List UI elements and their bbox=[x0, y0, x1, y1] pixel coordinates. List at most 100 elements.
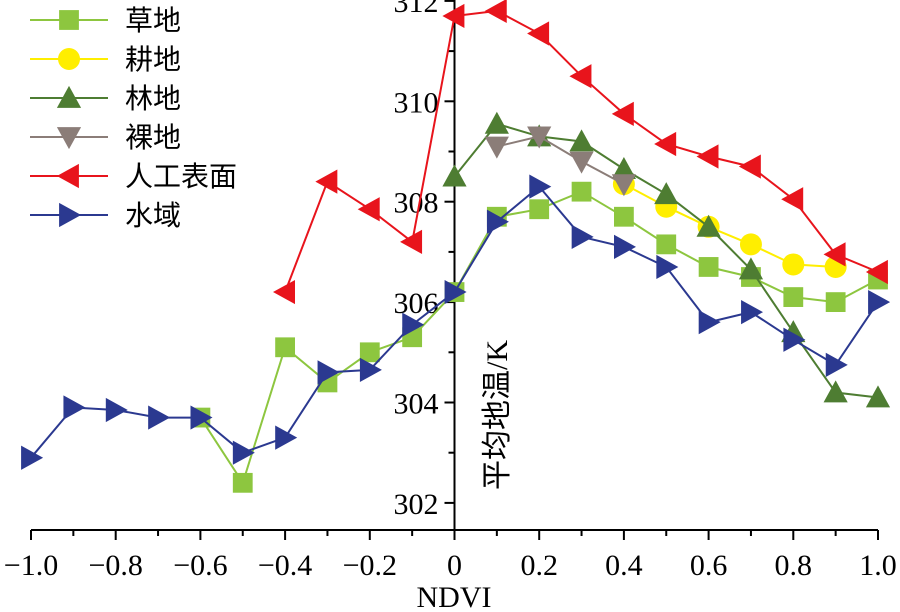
legend-marker bbox=[59, 10, 79, 30]
data-point bbox=[402, 312, 425, 337]
data-point bbox=[63, 395, 86, 420]
data-point bbox=[738, 257, 764, 280]
data-point bbox=[696, 144, 719, 169]
axes: −1.0 −0.8 −0.6 −0.4 −0.2 0 0.2 0.4 0.6 0.8 1.0 302 3… bbox=[4, 0, 897, 582]
y-tick-label: 302 bbox=[394, 488, 439, 521]
data-point bbox=[442, 164, 467, 187]
y-tick-label: 310 bbox=[394, 86, 439, 119]
x-tick-label: 0.4 bbox=[605, 549, 643, 582]
data-point bbox=[654, 182, 679, 205]
data-point bbox=[656, 254, 679, 280]
legend-marker bbox=[58, 48, 80, 70]
legend-item: 裸地 bbox=[30, 121, 181, 154]
x-tick-label: 1.0 bbox=[859, 549, 897, 582]
legend-label: 林地 bbox=[125, 82, 181, 115]
legend-label: 水域 bbox=[125, 199, 181, 232]
data-point bbox=[484, 111, 509, 134]
x-tick-label: −0.2 bbox=[343, 549, 397, 582]
data-point bbox=[315, 169, 338, 194]
data-point bbox=[611, 156, 636, 179]
data-point bbox=[442, 3, 465, 29]
data-point bbox=[783, 287, 804, 307]
data-point bbox=[190, 405, 213, 430]
series-circle bbox=[612, 173, 847, 278]
data-point bbox=[569, 151, 594, 174]
data-point bbox=[529, 199, 550, 220]
data-point bbox=[232, 440, 255, 465]
y-axis-title: 平均地温/K bbox=[481, 340, 514, 490]
data-point bbox=[868, 290, 891, 315]
series-triangle-right bbox=[21, 174, 891, 470]
data-point bbox=[486, 209, 509, 234]
data-point bbox=[484, 0, 507, 24]
x-tick-label: 0 bbox=[447, 549, 462, 582]
data-point bbox=[232, 472, 253, 493]
data-point bbox=[614, 234, 636, 259]
data-point bbox=[698, 257, 719, 277]
data-point bbox=[148, 405, 171, 430]
data-point bbox=[571, 181, 592, 202]
data-point bbox=[527, 126, 552, 149]
legend-item: 林地 bbox=[30, 82, 181, 115]
data-point bbox=[357, 197, 380, 222]
series-line bbox=[496, 135, 625, 185]
data-point bbox=[865, 385, 891, 408]
data-point bbox=[696, 214, 721, 237]
data-point bbox=[783, 327, 806, 352]
x-tick-label: −0.4 bbox=[258, 549, 312, 582]
legend-marker bbox=[59, 202, 82, 228]
x-tick-label: 0.6 bbox=[690, 549, 728, 582]
x-tick-label: 0.8 bbox=[775, 549, 813, 582]
series-line bbox=[199, 190, 879, 486]
data-point bbox=[105, 397, 128, 423]
data-point bbox=[825, 352, 848, 377]
data-point bbox=[741, 300, 764, 325]
y-tick-label: 306 bbox=[394, 287, 439, 320]
data-point bbox=[698, 310, 721, 335]
data-point bbox=[571, 224, 594, 249]
series-square bbox=[190, 181, 888, 493]
x-tick-label: 0.2 bbox=[520, 549, 558, 582]
legend-item: 耕地 bbox=[30, 43, 181, 76]
data-point bbox=[359, 342, 380, 363]
x-tick-label: −0.8 bbox=[88, 549, 142, 582]
legend-item: 水域 bbox=[30, 199, 181, 232]
data-point bbox=[823, 242, 846, 267]
y-tick-label: 312 bbox=[394, 0, 439, 19]
data-point bbox=[21, 445, 44, 470]
data-point bbox=[654, 131, 677, 157]
x-tick-label: −1.0 bbox=[4, 549, 58, 582]
data-point bbox=[614, 206, 634, 227]
series-layer bbox=[21, 0, 891, 493]
data-point bbox=[444, 279, 467, 305]
x-axis-title: NDVI bbox=[417, 581, 492, 612]
x-tick-label: −0.6 bbox=[173, 549, 227, 582]
data-point bbox=[569, 129, 594, 152]
data-point bbox=[317, 360, 340, 385]
data-point bbox=[825, 292, 846, 312]
data-point bbox=[359, 357, 382, 382]
legend-item: 人工表面 bbox=[30, 160, 237, 193]
data-point bbox=[400, 229, 423, 254]
data-point bbox=[569, 64, 592, 89]
legend-label: 裸地 bbox=[125, 121, 181, 154]
data-point bbox=[782, 253, 805, 276]
data-point bbox=[781, 187, 804, 212]
data-point bbox=[738, 154, 761, 179]
legend-item: 草地 bbox=[30, 4, 181, 37]
data-point bbox=[611, 101, 634, 126]
data-point bbox=[529, 174, 552, 199]
series-triangle-down bbox=[484, 126, 636, 197]
data-point bbox=[273, 279, 295, 305]
data-point bbox=[275, 425, 298, 450]
legend-marker bbox=[56, 163, 79, 189]
legend-label: 人工表面 bbox=[125, 160, 237, 193]
y-tick-label: 308 bbox=[394, 187, 439, 220]
y-tick-label: 304 bbox=[394, 388, 439, 421]
data-point bbox=[739, 233, 762, 256]
legend-label: 草地 bbox=[125, 4, 181, 37]
data-point bbox=[611, 174, 636, 197]
data-point bbox=[275, 337, 295, 358]
